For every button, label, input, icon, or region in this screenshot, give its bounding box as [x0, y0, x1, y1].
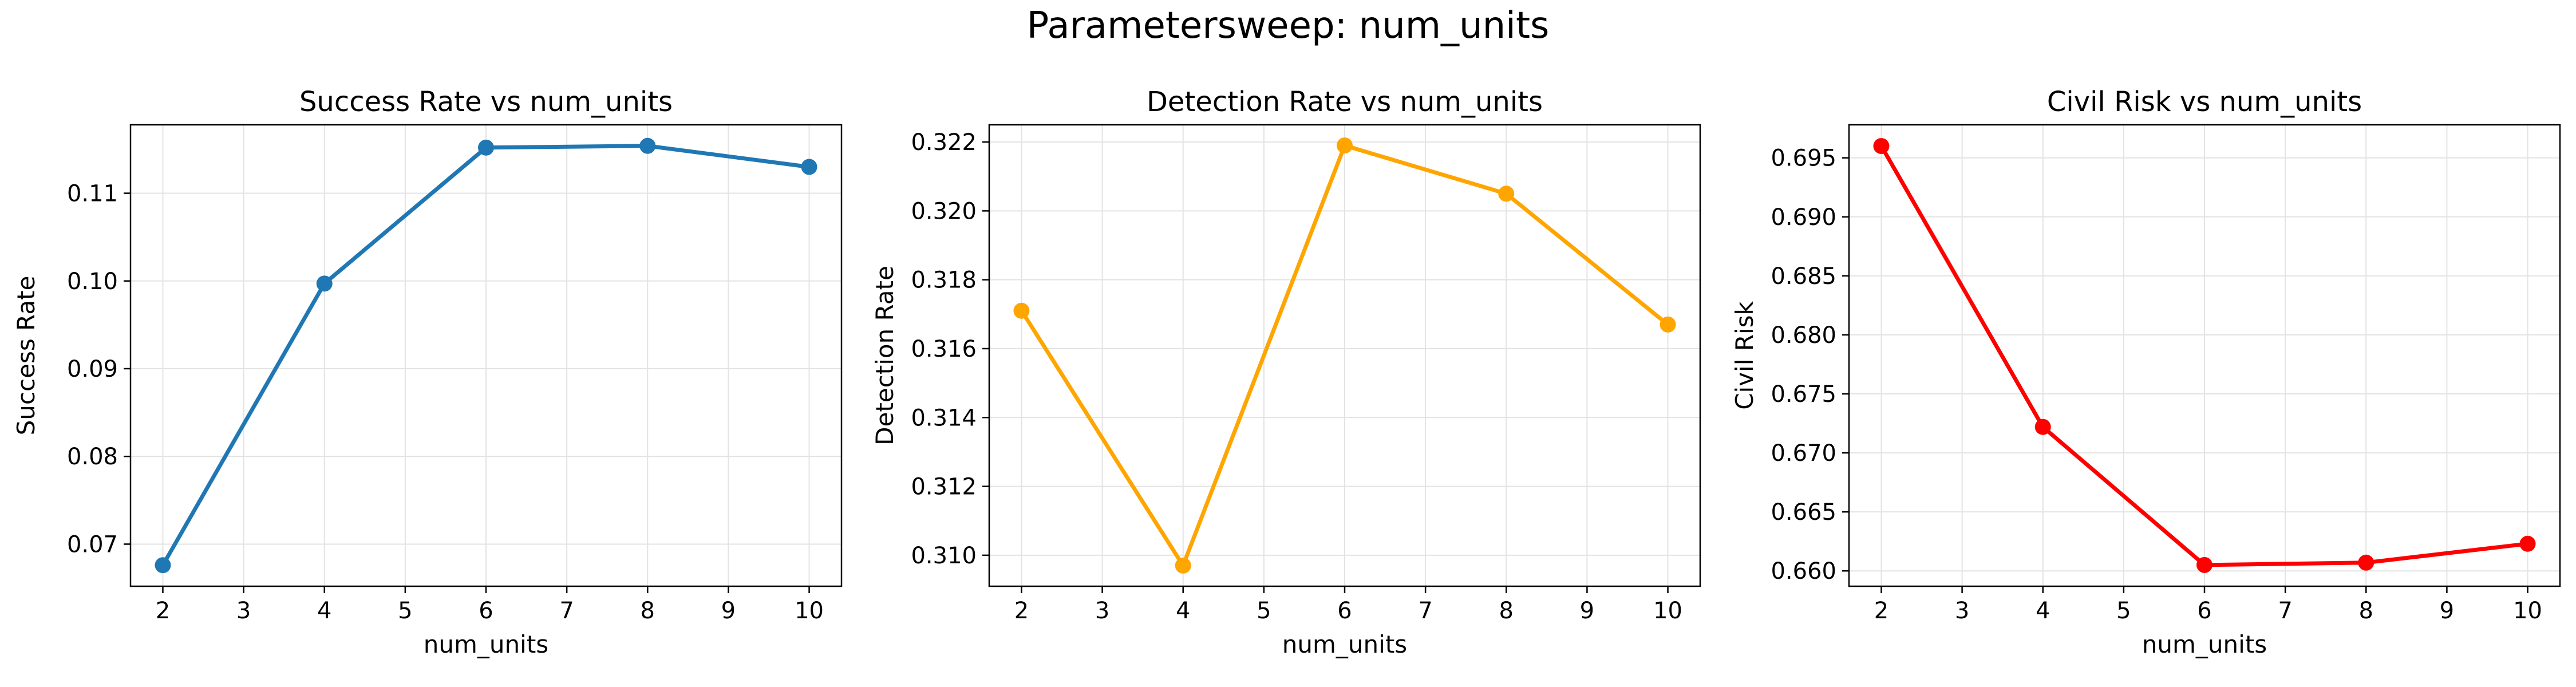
- detection-rate-xtick-label: 9: [1580, 598, 1594, 624]
- success-rate-xlabel: num_units: [424, 630, 548, 658]
- civil-risk-xtick-label: 2: [1874, 598, 1888, 624]
- success-rate-ytick-label: 0.11: [67, 181, 118, 207]
- detection-rate-data-point: [1660, 316, 1676, 333]
- detection-rate-data-point: [1175, 557, 1191, 574]
- detection-rate-xtick-label: 7: [1418, 598, 1432, 624]
- detection-rate-xtick-label: 4: [1176, 598, 1190, 624]
- success-rate-data-point: [801, 159, 817, 175]
- success-rate-xtick-label: 4: [317, 598, 331, 624]
- detection-rate-axes-frame: [988, 124, 1701, 587]
- detection-rate-xtick-label: 5: [1257, 598, 1271, 624]
- success-rate-data-point: [478, 139, 494, 156]
- detection-rate-ytick-label: 0.310: [911, 543, 977, 569]
- civil-risk-axes-frame: [1848, 124, 2561, 587]
- civil-risk-ytick-label: 0.690: [1771, 204, 1836, 231]
- detection-rate-ytick-label: 0.312: [911, 474, 977, 500]
- civil-risk-ytick-label: 0.665: [1771, 499, 1836, 526]
- detection-rate-data-point: [1013, 302, 1030, 319]
- success-rate-xtick-label: 8: [641, 598, 655, 624]
- success-rate-ytick-label: 0.07: [67, 531, 118, 558]
- civil-risk-xtick-label: 7: [2278, 598, 2292, 624]
- civil-risk-xtick-label: 4: [2036, 598, 2050, 624]
- detection-rate-data-point: [1498, 185, 1515, 202]
- detection-rate-xlabel: num_units: [1282, 630, 1407, 658]
- civil-risk-data-point: [2519, 535, 2536, 552]
- detection-rate-ytick-label: 0.314: [911, 405, 977, 431]
- civil-risk-data-point: [2196, 556, 2212, 573]
- success-rate-data-point: [639, 137, 656, 154]
- success-rate-xtick-label: 5: [398, 598, 412, 624]
- civil-risk-xtick-label: 10: [2513, 598, 2542, 624]
- success-rate-data-point: [155, 557, 171, 574]
- success-rate-ytick-label: 0.09: [67, 356, 118, 382]
- figure-suptitle: Parametersweep: num_units: [1026, 5, 1550, 47]
- civil-risk-xtick-label: 5: [2116, 598, 2131, 624]
- civil-risk-xtick-label: 8: [2359, 598, 2373, 624]
- civil-risk-data-point: [2358, 554, 2374, 571]
- detection-rate-xtick-label: 6: [1337, 598, 1352, 624]
- civil-risk-data-point: [2034, 418, 2051, 435]
- detection-rate-xtick-label: 3: [1095, 598, 1109, 624]
- detection-rate-data-point: [1337, 137, 1353, 154]
- detection-rate-xtick-label: 8: [1499, 598, 1514, 624]
- civil-risk-xtick-label: 3: [1955, 598, 1969, 624]
- civil-risk-xlabel: num_units: [2142, 630, 2267, 658]
- success-rate-xtick-label: 9: [721, 598, 736, 624]
- detection-rate-ylabel: Detection Rate: [871, 266, 899, 445]
- detection-rate-ytick-label: 0.318: [911, 267, 977, 294]
- subplot-civil-risk: 2 3 4 5 6 7 8 9 10 0.660 0.665 0.670 0.675 0.680 0.685…: [1730, 86, 2561, 658]
- success-rate-xtick-label: 6: [479, 598, 493, 624]
- success-rate-axes-frame: [129, 124, 843, 587]
- detection-rate-ytick-label: 0.316: [911, 336, 977, 362]
- civil-risk-xtick-label: 6: [2197, 598, 2211, 624]
- success-rate-xtick-label: 10: [795, 598, 824, 624]
- civil-risk-ytick-label: 0.670: [1771, 440, 1836, 467]
- subplot-success-rate: 2 3 4 5 6 7 8 9 10 0.07 0.08 0.09 0.10 0.11 Success Ra…: [12, 86, 843, 658]
- success-rate-ylabel: Success Rate: [12, 276, 40, 436]
- success-rate-data-point: [316, 275, 333, 292]
- detection-rate-ytick-label: 0.320: [911, 198, 977, 224]
- success-rate-xtick-label: 2: [156, 598, 170, 624]
- detection-rate-xtick-label: 2: [1014, 598, 1029, 624]
- civil-risk-xtick-label: 9: [2440, 598, 2454, 624]
- success-rate-title: Success Rate vs num_units: [299, 86, 673, 118]
- civil-risk-ytick-label: 0.680: [1771, 322, 1836, 349]
- detection-rate-xtick-label: 10: [1653, 598, 1682, 624]
- civil-risk-ytick-label: 0.685: [1771, 263, 1836, 290]
- civil-risk-title: Civil Risk vs num_units: [2047, 86, 2362, 118]
- success-rate-xtick-label: 3: [236, 598, 251, 624]
- detection-rate-title: Detection Rate vs num_units: [1147, 86, 1543, 118]
- detection-rate-ytick-label: 0.322: [911, 129, 977, 156]
- civil-risk-ytick-label: 0.660: [1771, 558, 1836, 585]
- success-rate-ytick-label: 0.08: [67, 444, 118, 470]
- success-rate-xtick-label: 7: [559, 598, 574, 624]
- subplot-detection-rate: 2 3 4 5 6 7 8 9 10 0.310 0.312 0.314 0.316 0.318 0.320…: [871, 86, 1701, 658]
- civil-risk-ytick-label: 0.675: [1771, 381, 1836, 408]
- civil-risk-ytick-label: 0.695: [1771, 145, 1836, 172]
- civil-risk-ylabel: Civil Risk: [1730, 301, 1759, 410]
- civil-risk-data-point: [1873, 138, 1890, 155]
- success-rate-ytick-label: 0.10: [67, 269, 118, 295]
